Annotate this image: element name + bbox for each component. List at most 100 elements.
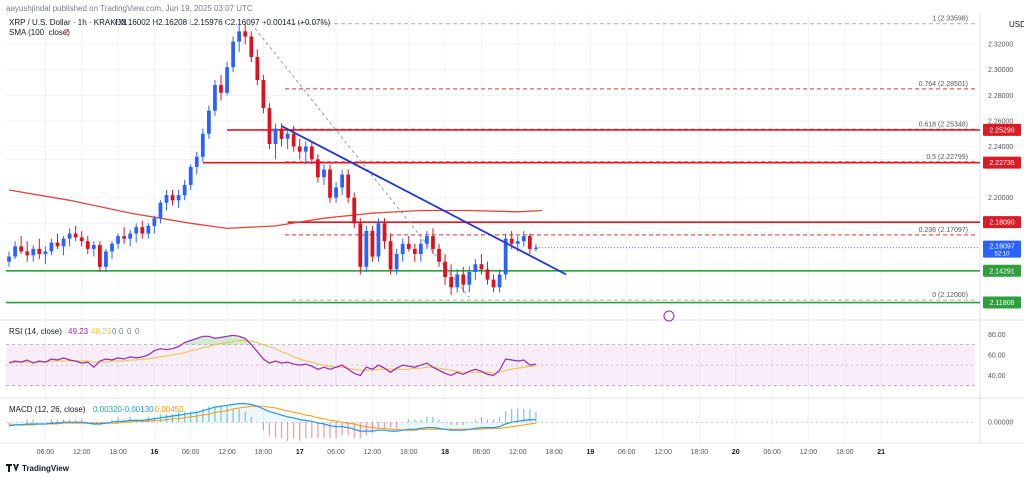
price-tick-label: 2.26000 <box>988 118 1013 125</box>
candle <box>291 126 296 152</box>
price-tag-text: 2.11806 <box>990 300 1015 307</box>
candle-body <box>243 31 248 37</box>
candle <box>170 190 175 206</box>
candle <box>122 227 126 244</box>
candle-body <box>364 230 369 267</box>
candle <box>273 123 278 160</box>
candle-body <box>461 274 466 285</box>
fib-level-label: 0 (2.12000) <box>932 292 968 299</box>
rsi-panel[interactable]: 80.00 60.00 40.00 RSI (14, close) 49.23 48.23… <box>0 327 1024 399</box>
candle <box>346 169 351 203</box>
tradingview-logo[interactable]: TradingView <box>6 464 70 473</box>
candle <box>455 269 460 293</box>
candle <box>418 238 423 262</box>
candle-body <box>406 243 411 249</box>
candle <box>158 200 163 224</box>
time-tick-label: 18:00 <box>109 449 127 456</box>
time-tick-label: 18:00 <box>691 449 709 456</box>
candle <box>249 31 254 63</box>
candle <box>449 264 454 295</box>
candle-body <box>443 261 447 278</box>
candle <box>146 223 151 239</box>
price-tag-support: 2.14291 <box>983 264 1021 277</box>
time-tick-label: 06:00 <box>618 449 636 456</box>
candle <box>128 229 133 247</box>
price-tag-bg <box>983 123 1021 136</box>
candle <box>97 241 102 272</box>
candle <box>309 141 314 165</box>
candle-body <box>527 236 532 249</box>
candle <box>285 128 290 150</box>
candle-body <box>273 128 278 144</box>
candle-body <box>303 146 308 152</box>
candle <box>188 164 193 191</box>
candle <box>503 233 508 280</box>
candle <box>176 190 181 208</box>
candle-body <box>491 279 496 288</box>
candle <box>231 36 235 73</box>
candle-body <box>479 264 484 270</box>
publisher-line: aayushjindal published on TradingView.co… <box>6 4 253 13</box>
candle-body <box>67 233 72 239</box>
candle-body <box>515 241 520 244</box>
candle-body <box>521 236 526 242</box>
candle <box>164 190 169 211</box>
price-tag-bg <box>983 216 1021 229</box>
candle <box>194 151 199 175</box>
candle-body <box>73 233 78 238</box>
candle <box>213 79 217 116</box>
sma-legend: SMA (100, close) <box>9 28 70 37</box>
price-tag-text: 2.14291 <box>989 268 1014 275</box>
tradingview-logo-icon <box>6 464 19 472</box>
candle-body <box>291 133 296 147</box>
candle <box>243 23 248 45</box>
candle-body <box>85 241 90 249</box>
price-tick-label: 2.28000 <box>988 93 1013 100</box>
ohlc-values: O2.16002 H2.16208 L2.15976 C2.16097 +0.0… <box>115 18 331 27</box>
candle-body <box>7 256 11 262</box>
candle <box>400 238 405 262</box>
time-tick-label: 12:00 <box>654 449 672 456</box>
time-tick-label: 12:00 <box>800 449 818 456</box>
time-tick-label: 06:00 <box>37 449 55 456</box>
candle <box>37 238 42 260</box>
candle-body <box>55 242 60 247</box>
candle-body <box>370 230 375 257</box>
retracement-guide <box>250 23 470 298</box>
candle-body <box>194 156 199 167</box>
candle <box>25 241 30 262</box>
candle-body <box>237 31 242 42</box>
candle <box>352 192 357 229</box>
rsi-line <box>8 334 536 377</box>
macd-line <box>8 403 536 432</box>
candle-body <box>388 241 393 270</box>
rsi-legend-value: 0 <box>135 327 140 336</box>
candle <box>376 218 381 262</box>
candle-body <box>134 227 139 234</box>
price-panel[interactable]: 2.320002.300002.280002.260002.240002.230… <box>0 14 1024 443</box>
candle <box>322 164 326 185</box>
candle <box>237 23 242 52</box>
price-tag-resistance: 2.22735 <box>983 156 1021 169</box>
price-tag-resistance: 2.18090 <box>983 216 1021 229</box>
candle-body <box>334 187 338 198</box>
time-axis: 06:00 12:00 18:00 16 06:00 12:00 18:00 17 06:00 1… <box>37 449 886 456</box>
candle-body <box>207 110 211 134</box>
sma-100-line <box>8 189 543 230</box>
candle <box>140 220 145 239</box>
macd-legend-value: -0.00130 <box>122 405 154 414</box>
macd-panel[interactable]: 0.00000 MACD (12, 26, close) 0.00320 -0.001… <box>0 403 1024 444</box>
time-tick-label: 18:00 <box>255 449 273 456</box>
candle-body <box>61 238 66 247</box>
sma-legend-value: 2 <box>64 28 69 37</box>
candle <box>370 225 375 262</box>
candle <box>261 74 266 114</box>
currency-label: USD <box>1009 20 1024 29</box>
candle <box>297 138 302 160</box>
candle <box>394 248 399 275</box>
candle-body <box>37 248 42 255</box>
price-tick-label: 2.20000 <box>988 195 1013 202</box>
candle <box>303 141 308 165</box>
